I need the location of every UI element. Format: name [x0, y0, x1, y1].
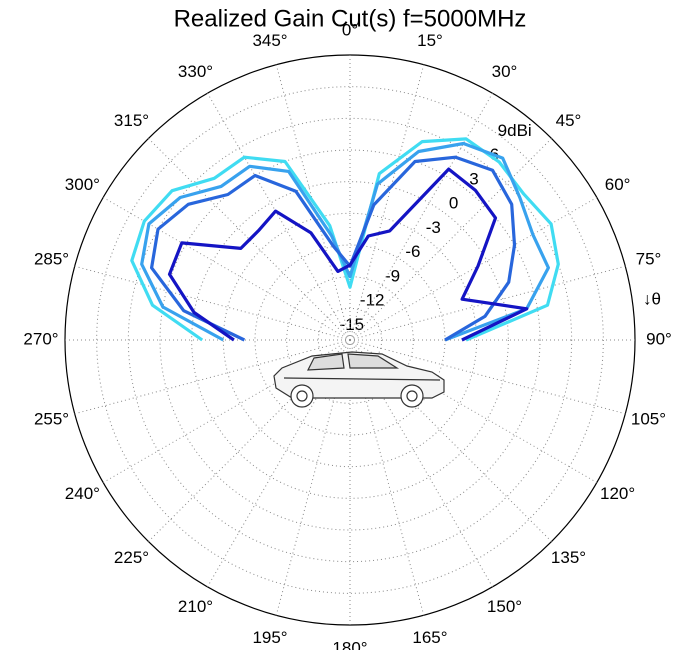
theta-tick-label: 0°	[342, 20, 358, 39]
grid-spoke	[207, 92, 351, 341]
traces	[130, 137, 560, 342]
r-tick-label: -9	[385, 266, 400, 285]
theta-tick-label: 90°	[646, 329, 672, 348]
grid-circle	[159, 149, 541, 531]
theta-tick-label: 285°	[34, 250, 69, 269]
theta-tick-label: 270°	[23, 329, 58, 348]
theta-tick-label: 240°	[65, 484, 100, 503]
theta-tick-label: 255°	[34, 409, 69, 428]
theta-tick-label: 135°	[551, 548, 586, 567]
theta-tick-label: 165°	[412, 628, 447, 647]
grid-spoke	[74, 265, 351, 341]
r-tick-label: 0	[449, 194, 458, 213]
grid-circle	[191, 181, 509, 499]
r-tick-label: 9dBi	[498, 121, 532, 140]
theta-tick-label: 105°	[631, 409, 666, 428]
theta-tick-label: 75°	[636, 250, 662, 269]
theta-tick-label: 195°	[252, 628, 287, 647]
chart-title: Realized Gain Cut(s) f=5000MHz	[174, 5, 527, 32]
theta-tick-label: 330°	[178, 62, 213, 81]
grid-circle	[317, 307, 383, 373]
gain-trace	[130, 137, 560, 342]
gain-trace	[167, 167, 529, 342]
r-tick-label: -12	[360, 291, 385, 310]
grid-circle	[96, 86, 604, 594]
grid-spoke	[349, 64, 425, 341]
r-tick-label: -15	[340, 315, 365, 334]
theta-tick-label: 225°	[114, 548, 149, 567]
theta-tick-label: 15°	[417, 31, 443, 50]
grid-circle	[222, 212, 478, 468]
theta-tick-label: 120°	[600, 484, 635, 503]
r-tick-label: 3	[469, 169, 478, 188]
theta-tick-label: 60°	[605, 175, 631, 194]
r-tick-label: -6	[405, 242, 420, 261]
annotation: ↓θ	[643, 289, 661, 308]
theta-tick-label: 345°	[252, 31, 287, 50]
theta-tick-label: 210°	[178, 597, 213, 616]
theta-tick-label: 300°	[65, 175, 100, 194]
grid: -15-12-9-6-30369dBi0°15°30°45°60°75°90°1…	[23, 20, 671, 650]
theta-tick-label: 45°	[556, 111, 582, 130]
theta-tick-label: 315°	[114, 111, 149, 130]
grid-circle	[127, 117, 573, 563]
car-icon	[273, 351, 445, 408]
r-tick-label: -3	[426, 218, 441, 237]
theta-tick-label: 180°	[332, 638, 367, 650]
theta-tick-label: 30°	[492, 62, 518, 81]
gain-trace	[140, 141, 550, 342]
theta-tick-label: 150°	[487, 597, 522, 616]
